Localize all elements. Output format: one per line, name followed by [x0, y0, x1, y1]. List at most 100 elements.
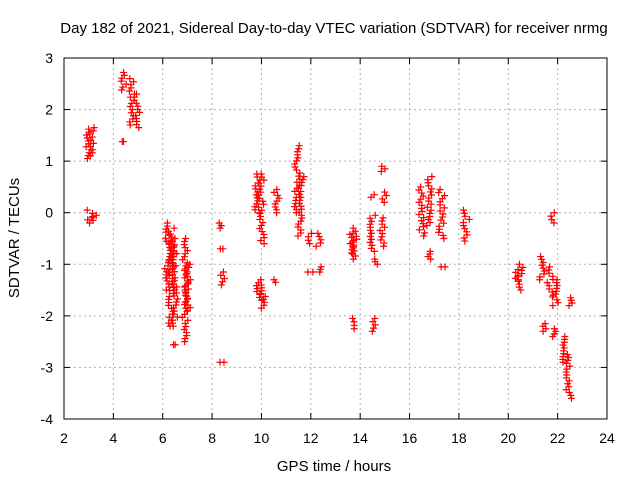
data-point: [367, 229, 375, 237]
x-tick-label: 22: [550, 430, 566, 446]
data-point: [216, 224, 224, 232]
x-tick-label: 8: [208, 430, 216, 446]
data-point: [415, 210, 423, 218]
data-point: [168, 319, 176, 327]
data-point: [371, 211, 379, 219]
data-point: [460, 234, 468, 242]
x-tick-label: 16: [402, 430, 418, 446]
data-point: [256, 215, 264, 223]
data-point: [425, 182, 433, 190]
data-point: [426, 219, 434, 227]
data-point: [253, 282, 261, 290]
data-point: [260, 240, 268, 248]
data-points: [82, 68, 576, 402]
data-point: [519, 263, 527, 271]
data-point: [545, 285, 553, 293]
data-point: [438, 213, 446, 221]
data-point: [92, 211, 100, 219]
data-point: [127, 84, 135, 92]
data-point: [170, 307, 178, 315]
data-point: [272, 278, 280, 286]
data-point: [89, 127, 97, 135]
data-point: [366, 232, 374, 240]
data-point: [181, 282, 189, 290]
data-point: [380, 198, 388, 206]
data-point: [418, 207, 426, 215]
x-tick-label: 2: [60, 430, 68, 446]
data-point: [82, 131, 90, 139]
data-point: [421, 229, 429, 237]
data-point: [536, 276, 544, 284]
data-point: [550, 219, 558, 227]
data-point: [184, 285, 192, 293]
data-point: [257, 212, 265, 220]
data-point: [132, 111, 140, 119]
data-point: [352, 235, 360, 243]
data-point: [165, 272, 173, 280]
data-point: [349, 229, 357, 237]
data-point: [169, 256, 177, 264]
data-point: [381, 188, 389, 196]
data-point: [258, 206, 266, 214]
data-point: [257, 221, 265, 229]
data-point: [420, 232, 428, 240]
x-tick-label: 20: [500, 430, 516, 446]
data-point: [181, 301, 189, 309]
y-tick-label: 1: [45, 153, 53, 169]
data-point: [86, 219, 94, 227]
data-point: [415, 226, 423, 234]
data-point: [440, 235, 448, 242]
data-point: [89, 139, 97, 147]
data-point: [168, 280, 176, 288]
data-point: [217, 271, 225, 279]
data-point: [125, 87, 133, 95]
x-axis-label: GPS time / hours: [277, 458, 391, 475]
data-point: [426, 188, 434, 196]
y-tick-label: 0: [45, 205, 53, 221]
data-point: [440, 219, 448, 227]
data-point: [126, 75, 134, 83]
data-point: [426, 212, 434, 220]
data-point: [459, 206, 467, 214]
data-point: [295, 145, 303, 153]
data-point: [170, 241, 178, 249]
data-point: [418, 204, 426, 212]
data-point: [170, 224, 178, 232]
data-point: [185, 263, 193, 271]
data-point: [164, 262, 172, 270]
data-point: [517, 286, 525, 294]
data-point: [132, 99, 140, 107]
data-point: [435, 228, 443, 236]
data-point: [428, 185, 436, 193]
data-point: [126, 121, 134, 129]
data-point: [184, 294, 192, 302]
data-point: [259, 197, 267, 205]
data-point: [437, 263, 445, 271]
data-point: [165, 269, 173, 277]
data-point: [368, 217, 376, 225]
data-point: [565, 302, 573, 310]
data-point: [165, 239, 173, 247]
data-point: [170, 292, 178, 300]
y-tick-label: -4: [41, 411, 54, 427]
data-point: [350, 325, 358, 333]
data-point: [378, 233, 386, 241]
data-point: [118, 138, 126, 146]
data-point: [435, 225, 443, 233]
data-point: [423, 203, 431, 211]
data-point: [514, 276, 522, 284]
data-point: [465, 215, 473, 223]
data-point: [308, 229, 316, 237]
data-point: [163, 222, 171, 230]
data-point: [381, 223, 389, 231]
data-point: [219, 278, 227, 286]
data-point: [518, 270, 526, 278]
data-point: [180, 241, 188, 249]
y-tick-label: -2: [41, 308, 54, 324]
data-point: [172, 262, 180, 270]
data-point: [178, 313, 186, 321]
data-point: [554, 299, 562, 307]
x-tick-label: 12: [303, 430, 319, 446]
data-point: [182, 322, 190, 330]
